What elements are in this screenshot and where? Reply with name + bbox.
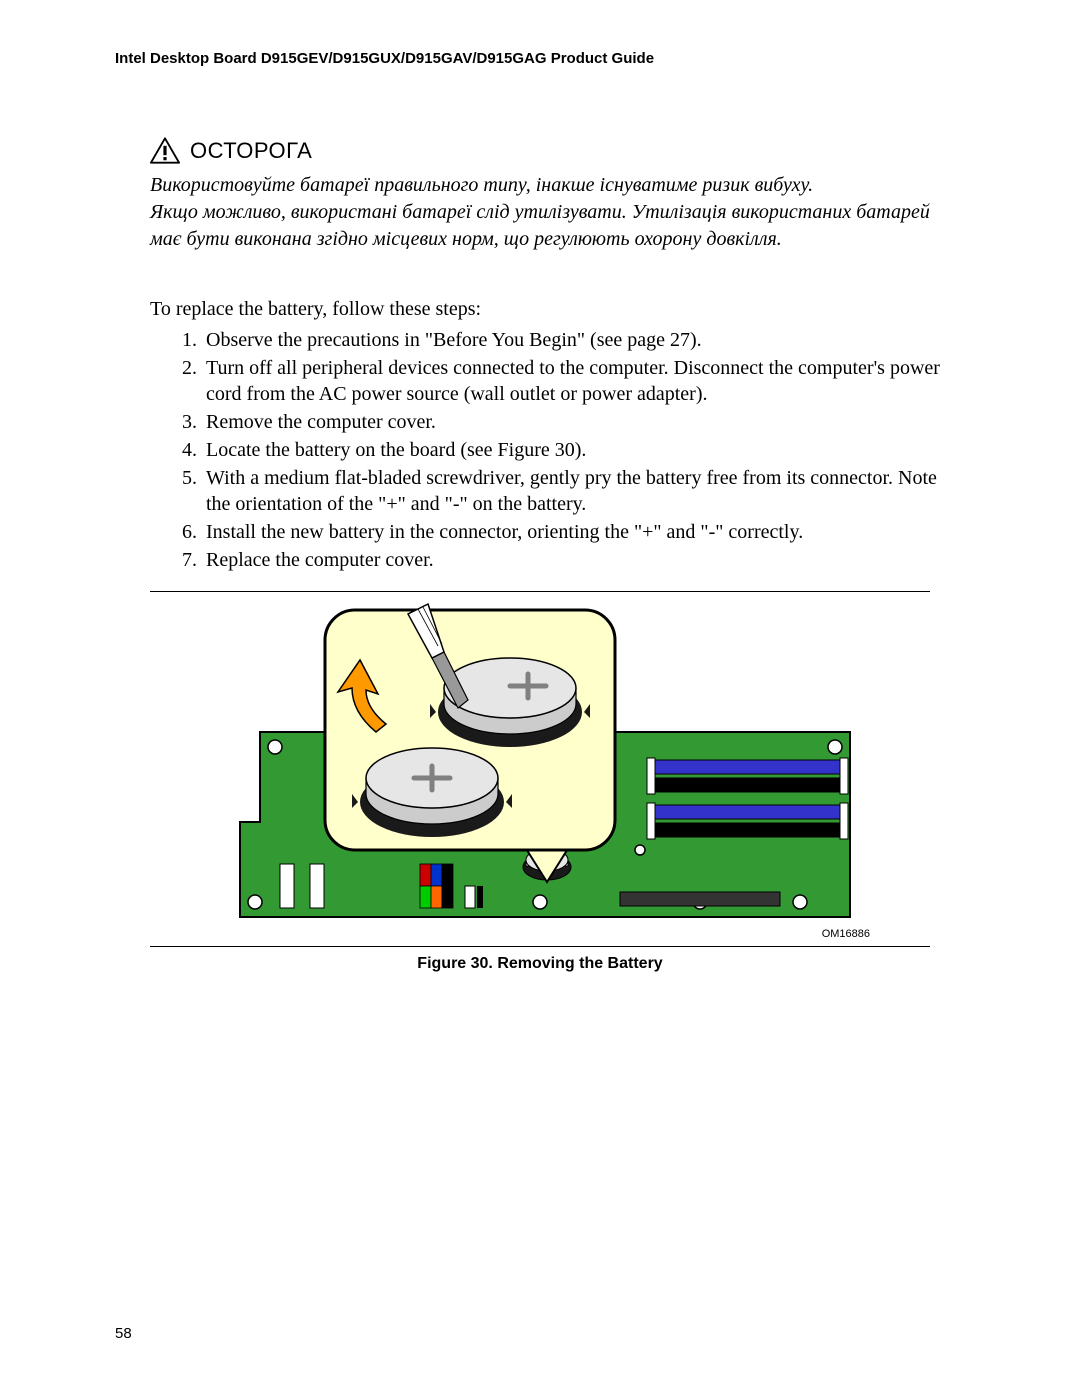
figure-id: OM16886 <box>150 928 930 940</box>
steps-list: Observe the precautions in "Before You B… <box>177 327 965 573</box>
warning-text-1: Використовуйте батареї правильного типу,… <box>150 172 965 199</box>
warning-icon <box>150 137 180 164</box>
warning-title: ОСТОРОГА <box>190 138 312 164</box>
warning-block: ОСТОРОГА Використовуйте батареї правильн… <box>150 137 965 253</box>
figure-illustration <box>210 602 870 942</box>
step-item: Locate the battery on the board (see Fig… <box>202 437 965 463</box>
intro-text: To replace the battery, follow these ste… <box>150 298 965 321</box>
warning-text-2: Якщо можливо, використані батареї слід у… <box>150 199 965 253</box>
step-item: With a medium flat-bladed screwdriver, g… <box>202 465 965 517</box>
step-item: Observe the precautions in "Before You B… <box>202 327 965 353</box>
figure-caption: Figure 30. Removing the Battery <box>115 955 965 973</box>
step-item: Replace the computer cover. <box>202 547 965 573</box>
document-header: Intel Desktop Board D915GEV/D915GUX/D915… <box>115 50 965 67</box>
step-item: Install the new battery in the connector… <box>202 519 965 545</box>
page-number: 58 <box>115 1325 132 1342</box>
step-item: Remove the computer cover. <box>202 409 965 435</box>
step-item: Turn off all peripheral devices connecte… <box>202 355 965 407</box>
figure-container: OM16886 <box>150 591 930 947</box>
